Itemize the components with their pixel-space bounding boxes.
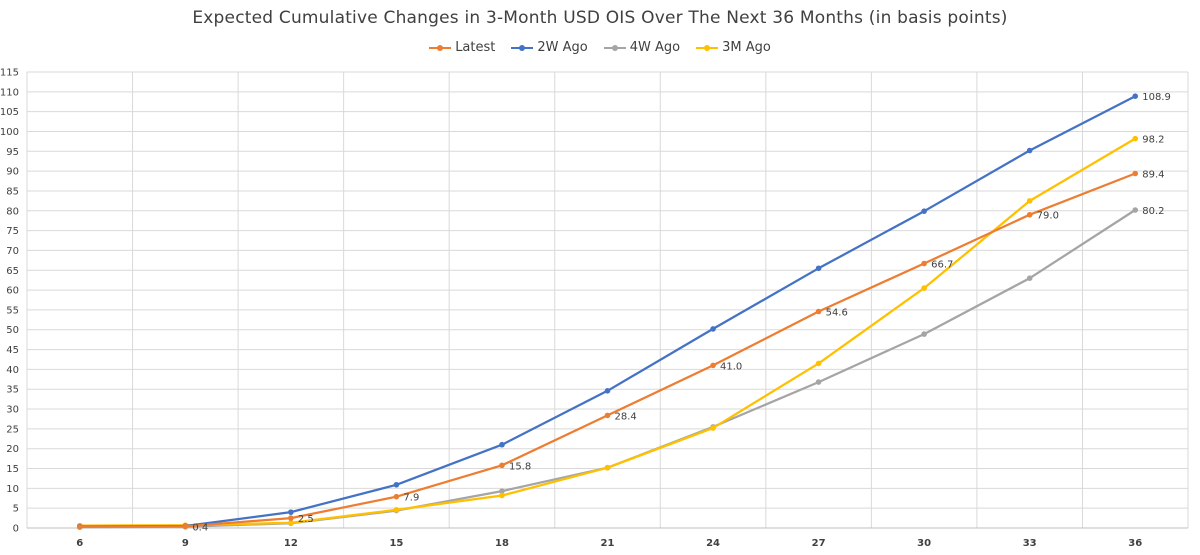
data-point <box>710 326 716 332</box>
legend-swatch-2w-ago <box>511 43 534 53</box>
data-point <box>921 331 927 337</box>
y-tick-label: 90 <box>6 167 19 178</box>
legend: Latest 2W Ago 4W Ago 3M Ago <box>0 40 1200 55</box>
x-tick-label: 12 <box>284 538 298 549</box>
y-tick-label: 0 <box>13 524 19 535</box>
data-label: 108.9 <box>1142 92 1171 103</box>
y-tick-label: 40 <box>6 365 19 376</box>
data-point <box>815 360 822 367</box>
legend-swatch-3m-ago <box>696 43 719 53</box>
x-tick-label: 24 <box>706 538 720 549</box>
data-point <box>499 488 505 494</box>
data-point <box>815 308 822 315</box>
data-point <box>921 260 927 267</box>
data-point <box>1026 211 1033 218</box>
data-point <box>815 379 822 385</box>
legend-item-2w-ago[interactable]: 2W Ago <box>511 40 588 55</box>
x-tick-label: 15 <box>389 538 403 549</box>
legend-label-3m-ago: 3M Ago <box>722 40 771 55</box>
data-label: 41.0 <box>720 361 742 372</box>
y-tick-label: 55 <box>6 305 19 316</box>
y-tick-label: 45 <box>6 345 19 356</box>
data-point <box>393 493 400 500</box>
x-tick-label: 9 <box>182 538 189 549</box>
data-point <box>1132 93 1139 99</box>
y-tick-label: 70 <box>6 246 19 257</box>
y-tick-label: 105 <box>0 107 19 118</box>
data-point <box>499 441 505 448</box>
data-point <box>288 520 294 526</box>
y-tick-label: 100 <box>0 127 19 138</box>
chart-title: Expected Cumulative Changes in 3-Month U… <box>192 8 1008 28</box>
y-tick-label: 5 <box>13 504 19 515</box>
data-point <box>921 285 927 291</box>
data-label: 28.4 <box>615 411 637 422</box>
data-point <box>710 362 716 369</box>
data-label: 2.5 <box>298 514 314 525</box>
y-tick-label: 65 <box>6 266 19 277</box>
y-tick-label: 35 <box>6 385 19 396</box>
data-label: 15.8 <box>509 461 531 472</box>
data-point <box>499 492 505 499</box>
y-tick-label: 10 <box>6 484 19 495</box>
data-label: 79.0 <box>1037 211 1059 222</box>
y-tick-label: 50 <box>6 325 19 336</box>
data-point <box>1026 147 1033 154</box>
data-label: 7.9 <box>403 493 419 504</box>
x-tick-label: 36 <box>1128 538 1142 549</box>
data-point <box>1132 207 1139 213</box>
x-tick-label: 27 <box>812 538 826 549</box>
data-label: 89.4 <box>1142 170 1164 181</box>
x-tick-label: 30 <box>917 538 931 549</box>
data-point <box>393 506 400 513</box>
data-point <box>288 509 294 515</box>
legend-swatch-4w-ago <box>603 43 626 53</box>
data-point <box>1132 135 1139 142</box>
data-point <box>921 208 927 214</box>
y-tick-label: 30 <box>6 405 19 416</box>
legend-label-latest: Latest <box>455 40 496 55</box>
legend-item-3m-ago[interactable]: 3M Ago <box>696 40 771 55</box>
legend-item-latest[interactable]: Latest <box>429 40 495 55</box>
x-tick-label: 18 <box>495 538 509 549</box>
data-label: 0.4 <box>192 522 208 533</box>
y-tick-label: 15 <box>6 464 19 475</box>
data-point <box>76 524 83 530</box>
y-tick-label: 85 <box>6 186 19 197</box>
data-label: 54.6 <box>826 307 848 318</box>
data-point <box>1026 198 1033 204</box>
data-label: 80.2 <box>1142 206 1164 217</box>
data-point <box>393 481 400 488</box>
legend-swatch-latest <box>429 43 452 53</box>
y-tick-label: 95 <box>6 147 19 158</box>
y-tick-label: 80 <box>6 206 19 217</box>
data-point <box>288 515 294 521</box>
data-point <box>1026 275 1033 281</box>
data-point <box>1132 170 1139 177</box>
y-tick-label: 75 <box>6 226 19 237</box>
data-point <box>604 412 611 419</box>
y-tick-label: 20 <box>6 444 19 455</box>
data-point <box>710 425 716 431</box>
data-point <box>604 464 611 471</box>
y-tick-label: 110 <box>0 87 19 98</box>
y-tick-label: 60 <box>6 286 19 297</box>
x-tick-label: 21 <box>601 538 615 549</box>
legend-label-2w-ago: 2W Ago <box>537 40 588 55</box>
data-point <box>499 462 505 469</box>
y-tick-label: 25 <box>6 424 19 435</box>
data-label: 66.7 <box>931 260 953 271</box>
x-tick-label: 6 <box>76 538 83 549</box>
legend-label-4w-ago: 4W Ago <box>629 40 681 55</box>
data-point <box>182 523 189 530</box>
y-tick-label: 115 <box>0 68 19 79</box>
data-point <box>604 388 611 394</box>
data-point <box>815 265 822 272</box>
legend-item-4w-ago[interactable]: 4W Ago <box>603 40 681 55</box>
x-tick-label: 33 <box>1023 538 1037 549</box>
data-label: 98.2 <box>1142 135 1164 146</box>
